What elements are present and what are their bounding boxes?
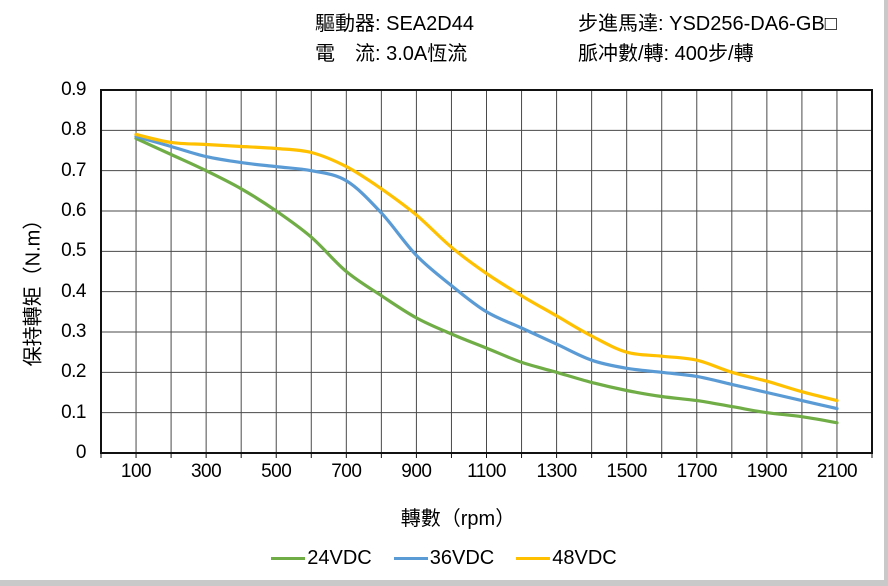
legend-item-36vdc: 36VDC <box>393 546 495 570</box>
x-tick-label: 1900 <box>746 461 788 482</box>
x-tick-label: 700 <box>331 461 362 482</box>
y-tick-label: 0.7 <box>61 159 86 181</box>
y-tick-label: 0.6 <box>61 200 86 221</box>
legend: 24VDC 36VDC 48VDC <box>0 544 888 572</box>
legend-item-48vdc: 48VDC <box>516 546 617 570</box>
pulses-info: 脈冲數/轉: 400步/轉 <box>578 43 754 65</box>
x-tick-label: 500 <box>261 461 292 482</box>
y-tick-label: 0.2 <box>61 361 86 383</box>
plot-border <box>100 89 873 454</box>
legend-swatch-48vdc <box>516 556 551 560</box>
y-tick-label: 0.1 <box>61 401 86 423</box>
y-tick-label: 0 <box>75 442 87 463</box>
window-edge-right <box>884 0 888 586</box>
series-line-48vdc <box>134 132 839 403</box>
x-axis-title: 轉數（rpm） <box>400 508 516 530</box>
legend-item-24vdc: 24VDC <box>271 546 372 570</box>
legend-label: 36VDC <box>429 546 495 569</box>
series-line-24vdc <box>134 136 839 425</box>
y-tick-label: 0.8 <box>61 119 86 141</box>
legend-swatch-24vdc <box>271 556 306 560</box>
x-tick-label: 900 <box>401 461 432 482</box>
current-info: 電 流: 3.0A恆流 <box>315 43 468 65</box>
y-tick-label: 0.9 <box>61 79 86 100</box>
motor-info: 步進馬達: YSD256-DA6-GB□ <box>578 13 837 35</box>
legend-label: 24VDC <box>307 546 372 569</box>
y-tick-label: 0.4 <box>61 280 86 302</box>
series-line-36vdc <box>134 134 839 411</box>
y-axis-title: 保持轉矩（N.m） <box>22 209 45 367</box>
y-tick-label: 0.3 <box>61 321 86 342</box>
x-tick-label: 1300 <box>536 461 577 482</box>
legend-label: 48VDC <box>552 546 617 569</box>
x-tick-label: 1500 <box>606 461 648 482</box>
y-tick-label: 0.5 <box>61 240 86 262</box>
x-tick-label: 1100 <box>467 461 506 482</box>
driver-info: 驅動器: SEA2D44 <box>315 13 474 35</box>
window-edge-bottom <box>0 580 888 586</box>
x-tick-label: 100 <box>120 461 152 482</box>
x-tick-label: 2100 <box>816 461 858 482</box>
x-tick-label: 1700 <box>676 461 718 482</box>
legend-swatch-36vdc <box>393 556 428 560</box>
x-tick-label: 300 <box>190 461 222 482</box>
